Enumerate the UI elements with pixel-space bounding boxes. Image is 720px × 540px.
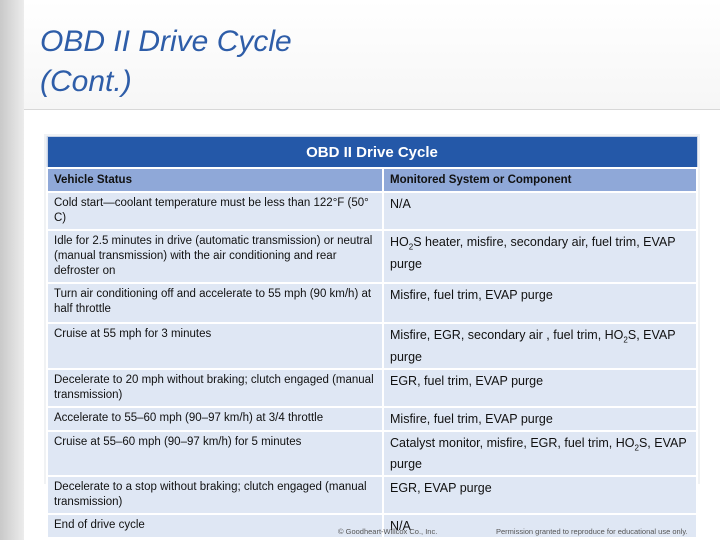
vehicle-status-cell: Cruise at 55–60 mph (90–97 km/h) for 5 m… xyxy=(46,429,384,477)
table-row: End of drive cycle N/A xyxy=(46,513,698,539)
component-cell: Catalyst monitor, misfire, EGR, fuel tri… xyxy=(382,429,698,477)
table-caption-row: OBD II Drive Cycle xyxy=(46,136,698,169)
table-row: Decelerate to 20 mph without braking; cl… xyxy=(46,367,698,408)
component-cell: N/A xyxy=(382,191,698,231)
vehicle-status-cell: Decelerate to a stop without braking; cl… xyxy=(46,475,384,515)
footer-permission: Permission granted to reproduce for educ… xyxy=(496,527,688,536)
table-row: Turn air conditioning off and accelerate… xyxy=(46,282,698,324)
left-decorative-band xyxy=(0,0,24,540)
slide-title-line-1: OBD II Drive Cycle xyxy=(40,25,292,58)
title-band xyxy=(24,0,720,110)
vehicle-status-cell: Decelerate to 20 mph without braking; cl… xyxy=(46,367,384,408)
component-cell: Misfire, fuel trim, EVAP purge xyxy=(382,405,698,432)
component-cell: Misfire, EGR, secondary air , fuel trim,… xyxy=(382,322,698,370)
drive-cycle-table: OBD II Drive Cycle Vehicle Status Monito… xyxy=(46,136,698,539)
vehicle-status-cell: Idle for 2.5 minutes in drive (automatic… xyxy=(46,229,384,284)
slide-title-line-2: (Cont.) xyxy=(40,65,132,98)
component-cell: Misfire, fuel trim, EVAP purge xyxy=(382,282,698,324)
drive-cycle-table-container: OBD II Drive Cycle Vehicle Status Monito… xyxy=(44,134,700,539)
table-row: Cruise at 55 mph for 3 minutes Misfire, … xyxy=(46,322,698,370)
footer-copyright: © Goodheart-Willcox Co., Inc. xyxy=(338,527,438,536)
table-row: Cruise at 55–60 mph (90–97 km/h) for 5 m… xyxy=(46,429,698,477)
slide-title: OBD II Drive Cycle (Cont.) xyxy=(40,22,292,102)
table-row: Decelerate to a stop without braking; cl… xyxy=(46,475,698,515)
table-caption: OBD II Drive Cycle xyxy=(46,136,698,169)
table-row: Cold start—coolant temperature must be l… xyxy=(46,191,698,231)
vehicle-status-cell: Cold start—coolant temperature must be l… xyxy=(46,191,384,231)
vehicle-status-cell: Cruise at 55 mph for 3 minutes xyxy=(46,322,384,370)
column-header-monitored-system: Monitored System or Component xyxy=(382,167,698,193)
component-cell: N/A xyxy=(382,513,698,539)
vehicle-status-cell: Accelerate to 55–60 mph (90–97 km/h) at … xyxy=(46,405,384,432)
title-divider xyxy=(24,109,720,110)
component-cell: HO2S heater, misfire, secondary air, fue… xyxy=(382,229,698,284)
component-cell: EGR, fuel trim, EVAP purge xyxy=(382,367,698,408)
column-header-vehicle-status: Vehicle Status xyxy=(46,167,384,193)
table-header-row: Vehicle Status Monitored System or Compo… xyxy=(46,167,698,193)
vehicle-status-cell: End of drive cycle xyxy=(46,513,384,539)
vehicle-status-cell: Turn air conditioning off and accelerate… xyxy=(46,282,384,324)
table-row: Idle for 2.5 minutes in drive (automatic… xyxy=(46,229,698,284)
table-row: Accelerate to 55–60 mph (90–97 km/h) at … xyxy=(46,405,698,432)
component-cell: EGR, EVAP purge xyxy=(382,475,698,515)
